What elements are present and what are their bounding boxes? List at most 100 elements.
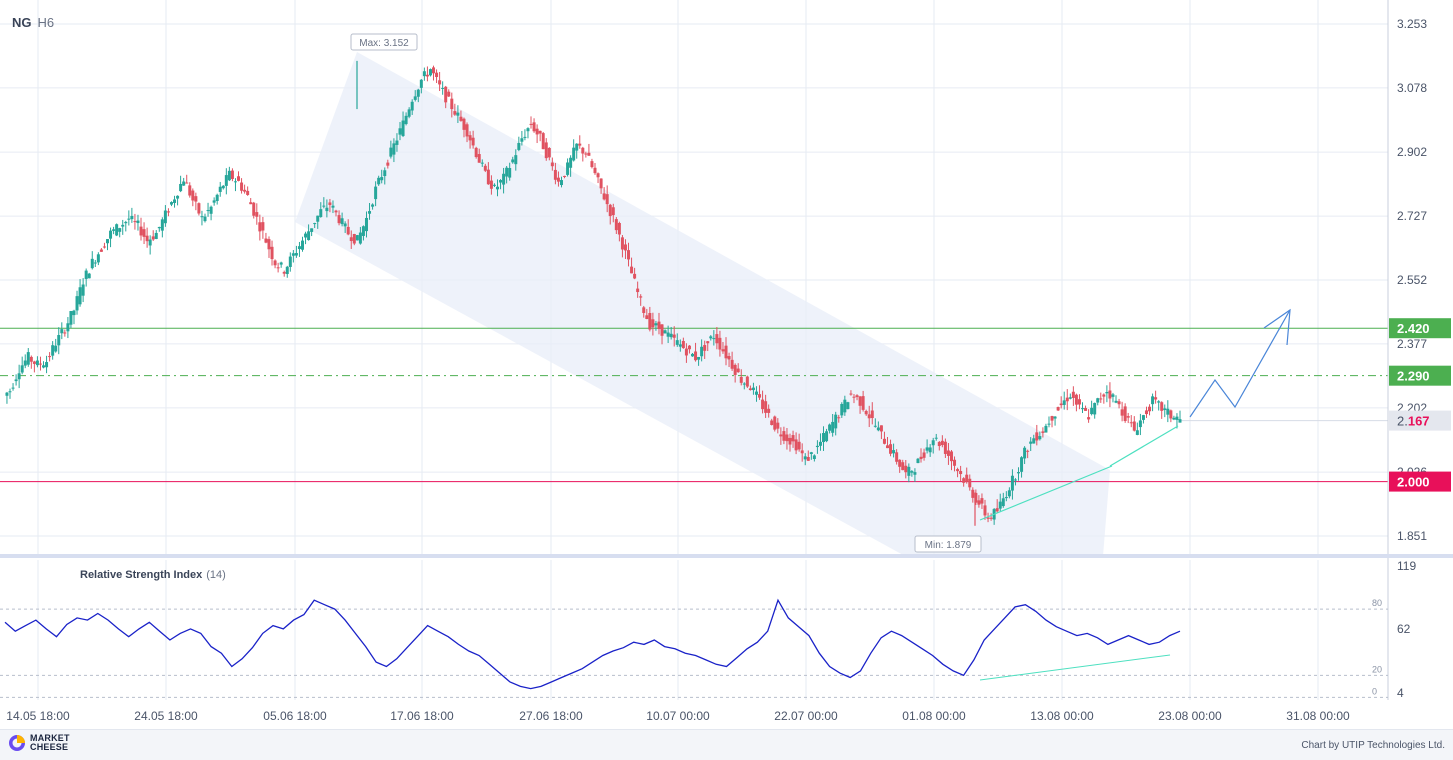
candle-body (684, 348, 688, 356)
candle-body (569, 157, 573, 168)
candle-body (346, 226, 350, 235)
candle-body (1151, 396, 1155, 405)
candle-body (745, 376, 749, 387)
price-tick-label: 3.078 (1397, 81, 1427, 95)
price-label-target-bg (1389, 365, 1451, 386)
candle-body (818, 441, 822, 446)
candle-body (797, 441, 801, 450)
footer-bar (0, 729, 1453, 760)
candle-body (846, 402, 850, 410)
candle-body (1169, 410, 1173, 419)
candle-body (148, 239, 152, 246)
candle-body (462, 118, 466, 130)
candle-body (291, 253, 295, 256)
candle-body (240, 182, 244, 191)
candle-body (953, 459, 957, 466)
candle-body (1023, 447, 1027, 459)
price-label-resistance-bg (1389, 318, 1451, 339)
rsi-tick-label: 4 (1397, 686, 1404, 700)
candle-body (721, 349, 725, 352)
candle-body (483, 165, 487, 171)
support-trendline-2[interactable] (1109, 425, 1179, 467)
candle-body (623, 244, 627, 251)
candle-body (492, 184, 496, 186)
candle-body (139, 226, 143, 236)
rsi-level-label: 80 (1372, 598, 1382, 608)
candle-body (35, 360, 39, 366)
candle-body (910, 471, 914, 473)
projection-path[interactable] (1189, 309, 1291, 418)
candle-body (1138, 420, 1142, 428)
candle-body (66, 323, 70, 332)
candle-body (102, 246, 106, 248)
chart-canvas[interactable]: Max: 3.152 Min: 1.879 3.253 3.078 2.902 2.7… (0, 0, 1453, 729)
candle-body (742, 383, 746, 385)
candle-body (754, 391, 758, 395)
candle-body (480, 162, 484, 164)
candle-body (1117, 401, 1121, 405)
candle-body (882, 438, 886, 444)
candle-body (1135, 430, 1139, 435)
candle-body (328, 202, 332, 205)
time-tick-label: 23.08 00:00 (1158, 709, 1222, 723)
candle-body (395, 140, 399, 145)
brand-logo[interactable]: MARKET CHEESE (8, 734, 70, 752)
candle-body (17, 373, 21, 380)
candle-body (194, 196, 198, 202)
candle-body (691, 353, 694, 357)
support-trendline-1[interactable] (979, 465, 1113, 521)
candle-body (23, 360, 27, 366)
candle-body (1017, 472, 1021, 474)
candle-body (301, 240, 304, 250)
candle-body (127, 218, 131, 220)
candle-body (761, 399, 765, 410)
candle-body (410, 101, 414, 111)
candle-body (834, 414, 838, 429)
candle-body (142, 229, 146, 237)
time-axis[interactable]: 14.05 18:00 24.05 18:00 05.06 18:00 17.06 1… (6, 709, 1350, 723)
candle-body (706, 341, 710, 344)
candle-body (468, 135, 472, 141)
candle-body (886, 445, 889, 449)
price-tick-label: 2.552 (1397, 273, 1427, 287)
candle-body (904, 465, 908, 473)
max-label: Max: 3.152 (359, 38, 409, 49)
candle-body (1035, 432, 1039, 441)
candle-body (627, 250, 631, 260)
candle-body (425, 74, 429, 77)
rsi-tick-label: 62 (1397, 622, 1411, 636)
candle-body (1154, 397, 1158, 400)
candle-body (81, 284, 85, 296)
max-annotation: Max: 3.152 (350, 33, 418, 51)
candle-body (1096, 398, 1100, 403)
candle-body (255, 212, 259, 217)
candle-body (294, 253, 298, 256)
candle-body (913, 472, 917, 475)
candle-body (169, 202, 173, 205)
candle-body (413, 96, 417, 100)
price-tick-label: 2.377 (1397, 337, 1427, 351)
candle-body (258, 222, 262, 232)
candle-body (118, 228, 122, 232)
rsi-title: Relative Strength Index (14) (80, 569, 226, 581)
time-tick-label: 17.06 18:00 (390, 709, 454, 723)
candle-body (1084, 408, 1088, 411)
candle-body (368, 211, 372, 214)
candle-body (654, 323, 658, 326)
candle-body (276, 267, 280, 269)
candle-body (956, 469, 960, 472)
candle-body (499, 180, 503, 183)
candle-body (998, 501, 1002, 509)
candle-body (514, 155, 518, 165)
candle-body (179, 183, 183, 192)
price-axis[interactable]: 3.2533.0782.9022.7272.5522.3772.2022.026… (1387, 0, 1427, 700)
candle-body (191, 190, 195, 201)
candle-body (922, 452, 926, 458)
candle-body (29, 356, 33, 362)
candle-body (1059, 403, 1063, 406)
candle-body (669, 333, 673, 338)
candle-body (989, 517, 993, 519)
candle-body (611, 207, 615, 216)
candle-body (377, 177, 381, 185)
candle-body (1056, 407, 1060, 411)
